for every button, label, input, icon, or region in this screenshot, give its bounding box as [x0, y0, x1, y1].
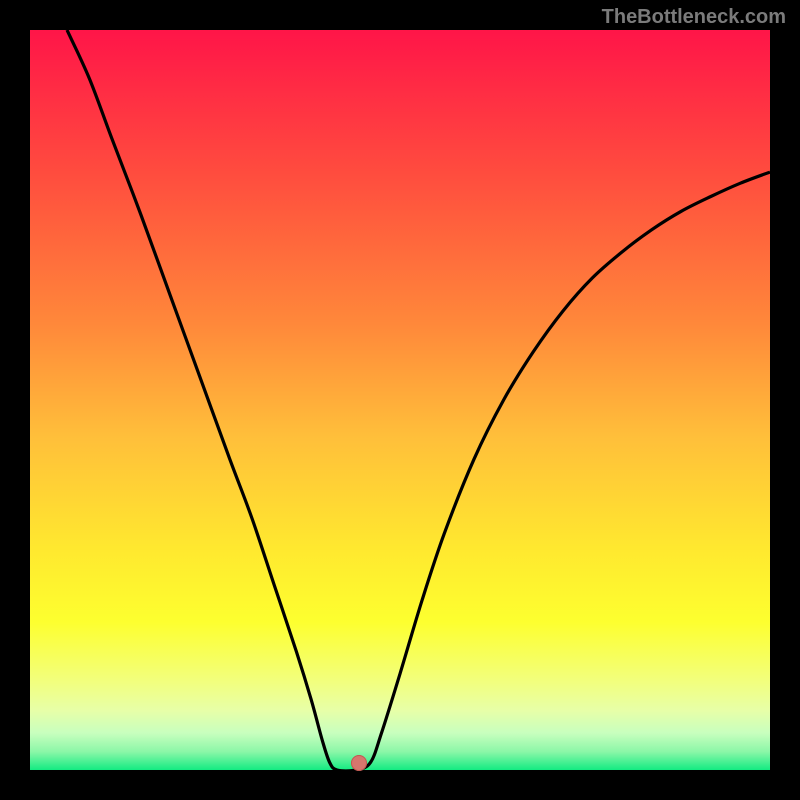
minimum-marker — [351, 755, 367, 771]
watermark-text: TheBottleneck.com — [602, 6, 786, 29]
plot-area — [30, 30, 770, 770]
bottleneck-curve — [67, 30, 770, 770]
curve-svg — [30, 30, 770, 770]
